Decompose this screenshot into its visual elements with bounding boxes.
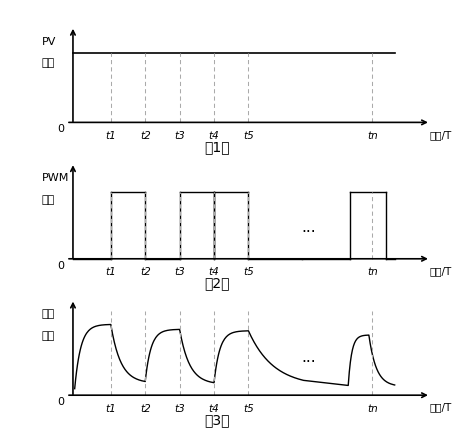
Text: 0: 0 (58, 397, 64, 407)
Text: tn: tn (367, 131, 378, 141)
Text: （2）: （2） (205, 276, 230, 290)
Text: 电容: 电容 (42, 309, 55, 319)
Text: PWM: PWM (42, 173, 69, 183)
Text: t5: t5 (243, 131, 254, 141)
Text: t2: t2 (140, 403, 151, 414)
Text: ...: ... (301, 220, 316, 235)
Text: t4: t4 (209, 131, 219, 141)
Text: t4: t4 (209, 267, 219, 277)
Text: PV: PV (42, 37, 56, 47)
Text: ...: ... (301, 350, 316, 365)
Text: 时间/T: 时间/T (429, 403, 451, 413)
Text: 电流: 电流 (42, 59, 55, 68)
Text: 0: 0 (58, 124, 64, 134)
Text: 时间/T: 时间/T (429, 130, 451, 140)
Text: 时间/T: 时间/T (429, 266, 451, 276)
Text: tn: tn (367, 403, 378, 414)
Text: （3）: （3） (205, 413, 230, 427)
Text: t1: t1 (105, 267, 116, 277)
Text: t1: t1 (105, 131, 116, 141)
Text: （1）: （1） (205, 140, 230, 154)
Text: 0: 0 (58, 260, 64, 271)
Text: t3: t3 (174, 267, 185, 277)
Text: t5: t5 (243, 403, 254, 414)
Text: 脉冲: 脉冲 (42, 195, 55, 205)
Text: t2: t2 (140, 131, 151, 141)
Text: t3: t3 (174, 403, 185, 414)
Text: t5: t5 (243, 267, 254, 277)
Text: 电压: 电压 (42, 331, 55, 341)
Text: t4: t4 (209, 403, 219, 414)
Text: t2: t2 (140, 267, 151, 277)
Text: tn: tn (367, 267, 378, 277)
Text: t3: t3 (174, 131, 185, 141)
Text: t1: t1 (105, 403, 116, 414)
